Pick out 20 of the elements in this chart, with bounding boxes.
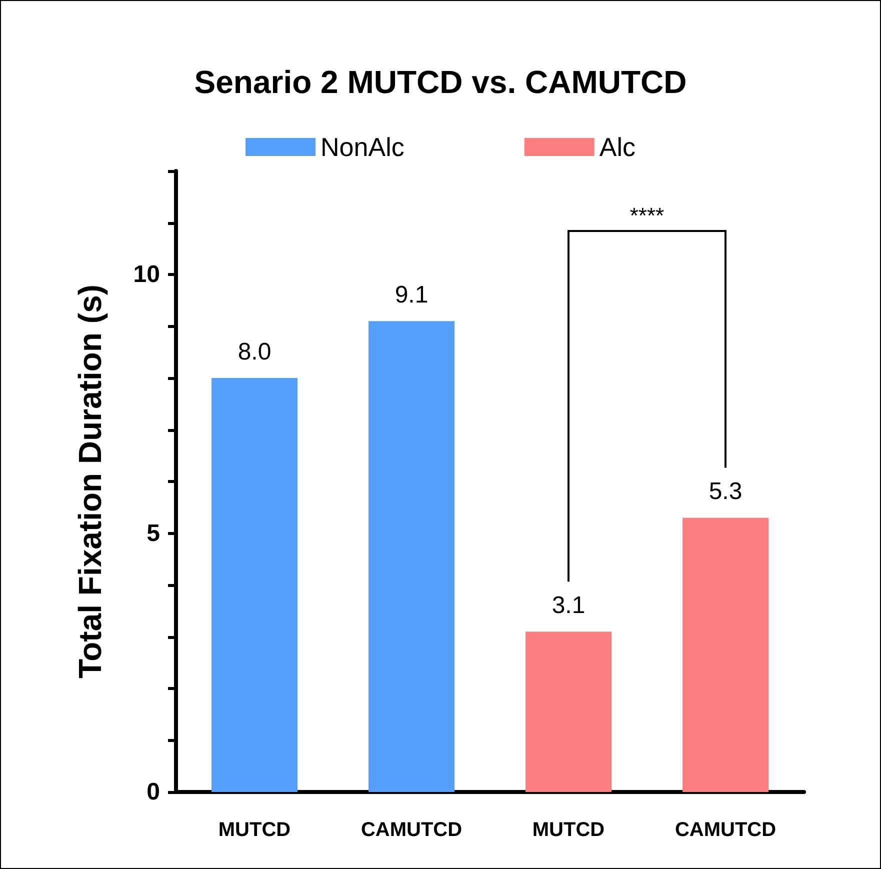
y-tick-label: 10 bbox=[133, 261, 160, 288]
data-label: 8.0 bbox=[238, 338, 272, 366]
data-label: 9.1 bbox=[394, 282, 428, 309]
annotation: **** bbox=[630, 203, 665, 228]
data-label: 3.1 bbox=[552, 592, 586, 620]
bar bbox=[526, 632, 612, 792]
x-tick-label: MUTCD bbox=[218, 819, 291, 841]
y-tick-label: 5 bbox=[146, 520, 160, 547]
chart-title: Senario 2 MUTCD vs. CAMUTCD bbox=[194, 64, 687, 100]
legend-label: NonAlc bbox=[320, 132, 404, 162]
data-label: 5.3 bbox=[708, 478, 742, 506]
bar bbox=[682, 518, 768, 792]
bar bbox=[212, 378, 298, 792]
x-tick-label: MUTCD bbox=[532, 819, 605, 841]
x-tick-label: CAMUTCD bbox=[674, 819, 776, 841]
y-tick-label: 0 bbox=[146, 778, 160, 806]
bar bbox=[368, 321, 454, 792]
y-axis-title: Total Fixation Duration (s) bbox=[72, 284, 108, 679]
legend-label: Alc bbox=[599, 132, 636, 162]
x-tick-label: CAMUTCD bbox=[360, 819, 462, 841]
